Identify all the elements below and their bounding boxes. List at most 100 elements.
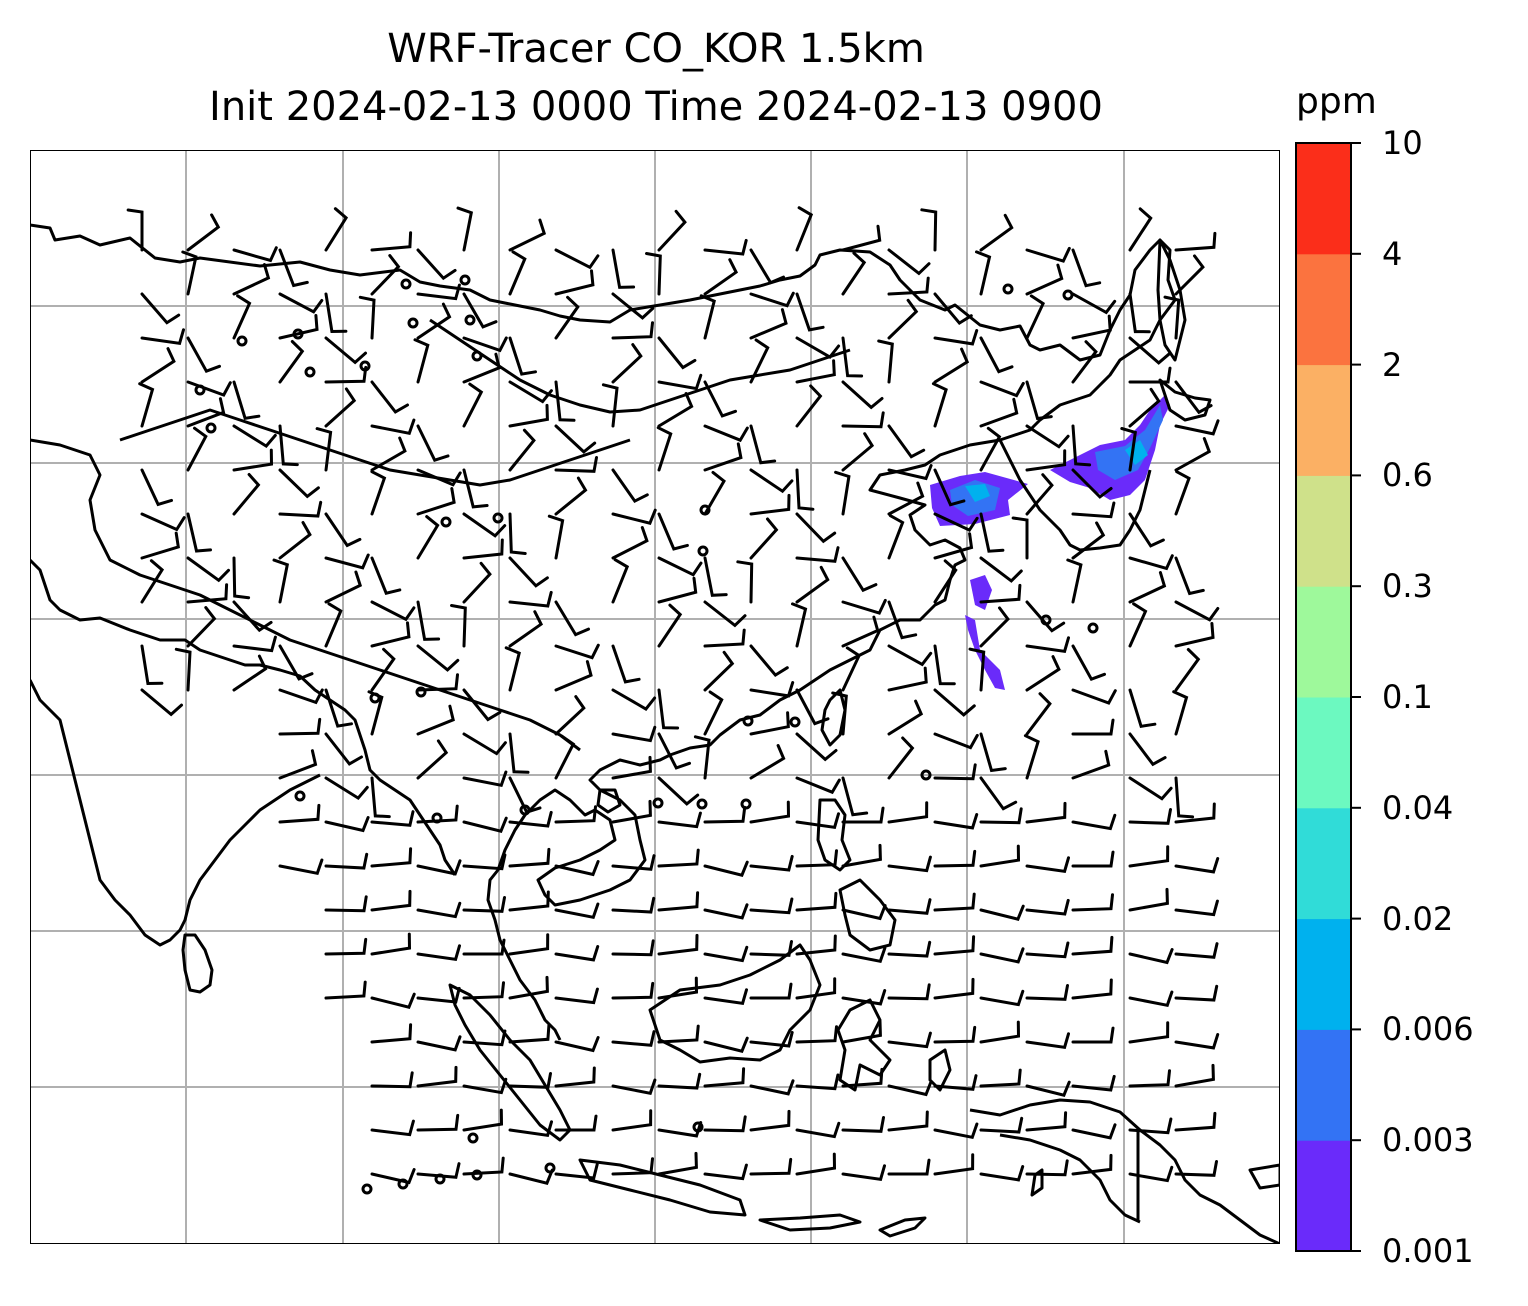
- wind-barb: [1071, 688, 1117, 705]
- wind-barb: [795, 359, 836, 384]
- calm-wind-marker: [1002, 283, 1014, 295]
- wind-barb: [508, 556, 549, 588]
- wind-barb: [324, 816, 370, 833]
- wind-barb: [657, 209, 687, 252]
- wind-barb: [887, 298, 919, 340]
- wind-barb: [278, 248, 309, 288]
- wind-barb: [841, 1019, 882, 1044]
- wind-barb: [795, 732, 838, 762]
- wind-barb: [1174, 419, 1220, 436]
- wind-barb: [554, 660, 593, 692]
- wind-barb: [933, 512, 979, 533]
- wind-barb: [1128, 571, 1167, 604]
- wind-barb: [370, 418, 416, 436]
- calm-wind-marker: [742, 715, 754, 727]
- wind-barb: [232, 424, 277, 449]
- calm-wind-marker: [464, 314, 476, 326]
- wind-barb: [703, 1163, 748, 1181]
- wind-barb: [933, 849, 977, 868]
- wind-barb: [887, 855, 932, 873]
- wind-barb: [1071, 468, 1113, 499]
- coastline-borneo: [648, 943, 822, 1064]
- wind-barb: [611, 644, 641, 684]
- wind-barb: [324, 512, 362, 548]
- wind-barb: [887, 1031, 932, 1049]
- wind-barb: [416, 673, 459, 692]
- wind-barb: [140, 292, 181, 325]
- wind-barb: [968, 647, 986, 692]
- wind-barb: [1025, 380, 1053, 421]
- wind-barb: [367, 690, 384, 736]
- wind-barb: [657, 576, 698, 604]
- wind-barb: [554, 1114, 598, 1132]
- wind-barb: [657, 811, 702, 829]
- wind-barb: [749, 308, 788, 340]
- calm-wind-marker: [1087, 622, 1099, 634]
- wind-barb: [795, 891, 838, 912]
- wind-barb: [979, 807, 1023, 825]
- wind-barb: [508, 810, 553, 828]
- wind-barb: [186, 556, 230, 583]
- wind-barb: [887, 898, 932, 915]
- wind-barb: [1071, 1153, 1113, 1176]
- wind-barb: [887, 644, 933, 667]
- wind-barb: [703, 1036, 749, 1053]
- wind-barb: [232, 448, 274, 472]
- calm-wind-marker: [415, 686, 427, 698]
- calm-wind-marker: [920, 769, 932, 781]
- wind-barb: [933, 292, 973, 326]
- wind-barb: [841, 776, 869, 817]
- wind-barb: [1071, 813, 1117, 831]
- wind-barb: [1120, 427, 1137, 472]
- wind-barb: [462, 853, 507, 871]
- wind-barb: [462, 688, 502, 722]
- wind-barb: [324, 688, 353, 728]
- colorbar-tick-label: 0.3: [1382, 567, 1433, 606]
- wind-barb: [1025, 294, 1046, 340]
- wind-barb: [278, 340, 305, 384]
- wind-barb: [232, 246, 278, 263]
- coastline-sulawesi: [836, 998, 892, 1092]
- wind-barb: [611, 755, 652, 780]
- colorbar-tick-label: 0.02: [1382, 899, 1454, 938]
- wind-barb: [370, 810, 415, 827]
- wind-barb: [1128, 1165, 1174, 1183]
- wind-barb: [703, 628, 746, 648]
- wind-barb: [140, 512, 186, 532]
- wind-barb: [278, 858, 324, 876]
- wind-barb: [795, 1121, 841, 1139]
- wind-barb: [324, 602, 343, 648]
- wind-barb: [232, 635, 277, 653]
- wind-barb: [416, 283, 461, 301]
- wind-barb: [462, 382, 484, 428]
- wind-barb: [611, 321, 654, 340]
- wind-barb: [749, 800, 791, 824]
- wind-barb: [358, 295, 376, 340]
- coastline-philippines-luzon: [816, 798, 852, 872]
- coastline-sakhalin: [1156, 238, 1187, 362]
- wind-barb: [979, 336, 1014, 374]
- colorbar-tick-label: 0.04: [1382, 788, 1454, 827]
- wind-barb: [611, 1157, 654, 1176]
- plume-korea: [1050, 395, 1170, 500]
- wind-barb: [140, 559, 165, 604]
- wind-barb: [1128, 292, 1151, 334]
- wind-barb: [1174, 1160, 1218, 1177]
- wind-barb: [462, 1077, 508, 1095]
- colorbar-tick-label: 0.006: [1382, 1010, 1474, 1049]
- wind-barb: [795, 336, 841, 359]
- wind-barb: [979, 1068, 1022, 1088]
- colorbar-tick-label: 0.001: [1382, 1232, 1474, 1270]
- wind-barb: [979, 844, 1021, 868]
- wind-barb: [1128, 387, 1161, 428]
- wind-barb: [933, 1153, 975, 1176]
- wind-barb: [462, 938, 506, 956]
- wind-barb: [186, 397, 226, 428]
- wind-barb: [462, 292, 498, 329]
- wind-barb: [186, 426, 208, 472]
- wind-barb: [186, 583, 229, 604]
- wind-barb: [749, 681, 795, 698]
- wind-barbs: [126, 206, 1220, 1195]
- wind-barb: [462, 1108, 504, 1132]
- wind-barb: [841, 411, 885, 429]
